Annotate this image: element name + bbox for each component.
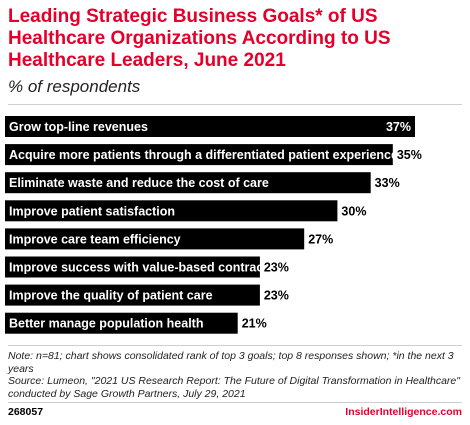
bar-value-label: 37% xyxy=(386,120,411,134)
bar-chart: Grow top-line revenues 37% Acquire more pa… xyxy=(0,114,470,342)
bar-value-label: 23% xyxy=(264,261,289,275)
chart-title: Leading Strategic Business Goals* of US … xyxy=(8,6,391,71)
bar-value-label: 23% xyxy=(264,289,289,303)
bar-value-label: 21% xyxy=(242,317,267,331)
bar-value-label: 30% xyxy=(341,204,366,218)
bar xyxy=(5,256,260,278)
footer-divider xyxy=(8,402,462,403)
bar-value-label: 35% xyxy=(397,148,422,162)
source-line: Source: Lumeon, "2021 US Research Report… xyxy=(8,375,460,400)
bar-label: Eliminate waste and reduce the cost of c… xyxy=(9,176,269,190)
brand-link[interactable]: InsiderIntelligence.com xyxy=(345,406,462,418)
bar-value-label: 27% xyxy=(308,232,333,246)
bar-label: Improve the quality of patient care xyxy=(9,289,213,303)
chart-subtitle: % of respondents xyxy=(8,77,141,96)
bar xyxy=(5,312,238,334)
bar-label: Improve care team efficiency xyxy=(9,232,181,246)
chart-note: Note: n=81; chart shows consolidated ran… xyxy=(8,350,463,400)
top-divider xyxy=(8,104,462,105)
bar xyxy=(5,116,415,137)
bar xyxy=(5,172,371,194)
bar xyxy=(5,144,393,166)
note-divider xyxy=(8,345,462,346)
bar-label: Better manage population health xyxy=(9,317,203,331)
bar-label: Improve patient satisfaction xyxy=(9,204,175,218)
bar-value-label: 33% xyxy=(375,176,400,190)
bar xyxy=(5,284,260,306)
bar xyxy=(5,228,305,250)
bar-label: Acquire more patients through a differen… xyxy=(9,148,398,162)
bar xyxy=(5,200,338,222)
chart-id: 268057 xyxy=(8,406,44,418)
bar-chart-svg: Grow top-line revenues 37% Acquire more pa… xyxy=(5,116,422,334)
note-line: Note: n=81; chart shows consolidated ran… xyxy=(8,350,454,375)
bar-label: Improve success with value-based contrac… xyxy=(9,261,274,275)
bar-label: Grow top-line revenues xyxy=(9,120,148,134)
